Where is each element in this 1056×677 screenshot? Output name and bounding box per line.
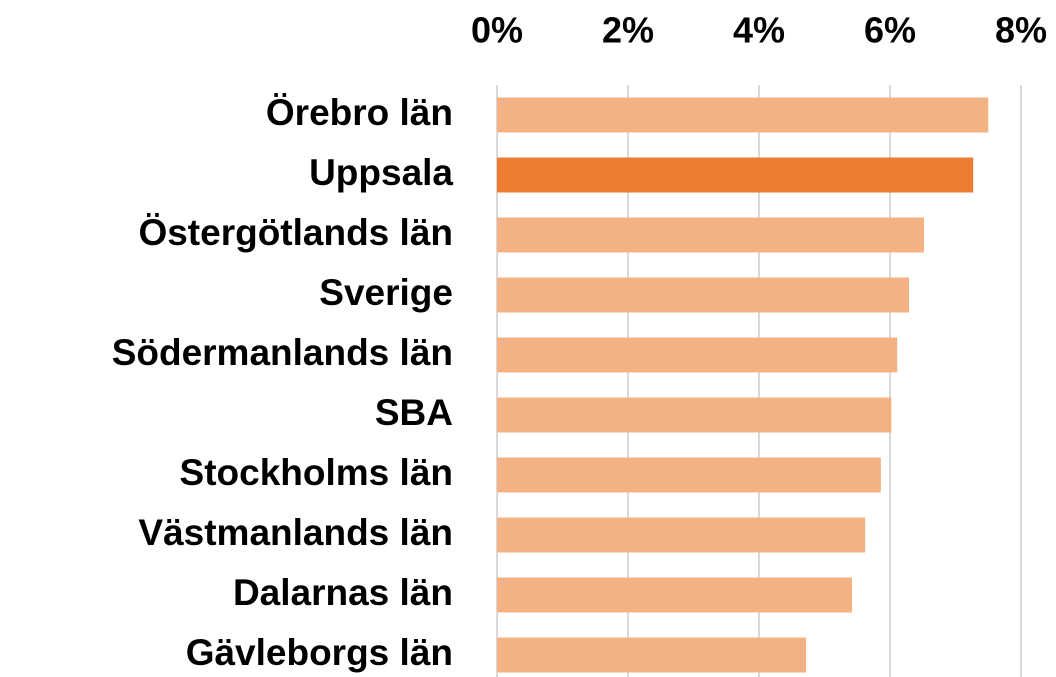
bar	[497, 457, 881, 493]
bar	[497, 277, 909, 313]
y-tick-label: Västmanlands län	[138, 512, 453, 553]
y-tick-label: SBA	[375, 392, 453, 433]
bar	[497, 337, 898, 373]
x-tick-label: 2%	[602, 10, 654, 51]
y-tick-label: Södermanlands län	[112, 332, 453, 373]
bar	[497, 97, 989, 133]
y-tick-label: Örebro län	[266, 92, 453, 133]
bar	[497, 217, 925, 253]
y-tick-label: Stockholms län	[180, 452, 453, 493]
x-tick-label: 8%	[995, 10, 1047, 51]
y-tick-label: Gävleborgs län	[186, 632, 453, 673]
bar	[497, 157, 974, 193]
y-tick-label: Uppsala	[309, 152, 453, 193]
bar	[497, 517, 866, 553]
x-tick-label: 4%	[733, 10, 785, 51]
x-tick-label: 6%	[864, 10, 916, 51]
bar	[497, 637, 807, 673]
bar	[497, 397, 892, 433]
y-tick-label: Sverige	[319, 272, 453, 313]
x-tick-label: 0%	[471, 10, 523, 51]
y-tick-label: Östergötlands län	[138, 212, 453, 253]
y-tick-label: Dalarnas län	[233, 572, 453, 613]
bar	[497, 577, 853, 613]
